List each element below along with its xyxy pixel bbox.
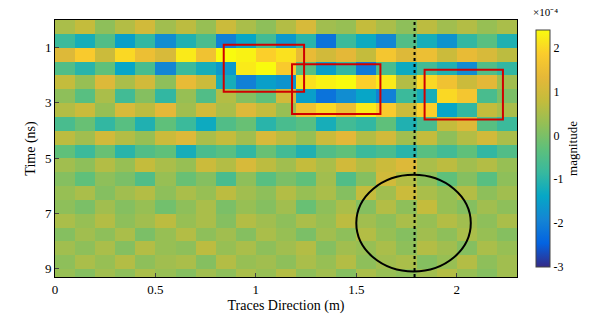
svg-text:0: 0 [52,282,59,297]
svg-text:-3: -3 [553,260,563,274]
svg-text:magnitude: magnitude [565,121,580,176]
svg-text:1.5: 1.5 [348,282,364,297]
svg-text:Time (ns): Time (ns) [23,121,39,176]
svg-text:2: 2 [553,41,559,55]
svg-text:-2: -2 [553,216,563,230]
svg-text:Traces Direction (m): Traces Direction (m) [228,298,345,314]
svg-text:5: 5 [45,151,52,166]
svg-text:7: 7 [45,206,52,221]
svg-text:3: 3 [45,95,52,110]
svg-text:9: 9 [45,261,52,276]
svg-text:1: 1 [45,40,52,55]
svg-text:0.5: 0.5 [147,282,163,297]
svg-text:2: 2 [453,282,460,297]
svg-text:1: 1 [553,85,559,99]
svg-text:1: 1 [253,282,260,297]
svg-text:×10⁻⁴: ×10⁻⁴ [533,6,558,18]
svg-text:-1: -1 [553,172,563,186]
svg-text:0: 0 [553,129,559,143]
